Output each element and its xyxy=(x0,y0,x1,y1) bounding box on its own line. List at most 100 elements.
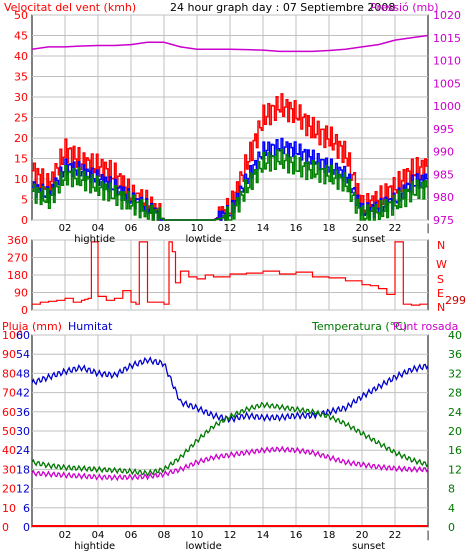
axis-layer: 02 04 06 08 10 12 14 16 18 20 22 |hightide lowtide su… xyxy=(2,9,462,552)
x-tick-label: 08 xyxy=(158,223,171,234)
rain-y-tick-label: 30 xyxy=(2,463,16,476)
wind-y-tick-label: 5 xyxy=(21,194,28,207)
x-tick-label: 12 xyxy=(224,530,237,541)
pressure-y-tick-label: 1015 xyxy=(433,32,461,45)
temperature-y-tick-label: 16 xyxy=(448,444,462,457)
pressure-y-tick-label: 980 xyxy=(433,191,454,204)
pressure-title: Pressió (mb) xyxy=(370,1,439,14)
x-tick-label: 02 xyxy=(59,223,72,234)
pressure-y-tick-label: 975 xyxy=(433,214,454,227)
wind-y-tick-label: 40 xyxy=(14,50,28,63)
x-tick-label: 10 xyxy=(191,530,204,541)
x-tick-label: 16 xyxy=(290,530,303,541)
humidity-title: Humitat xyxy=(68,320,113,333)
x-tick-label: 22 xyxy=(389,530,402,541)
x-tick-label: 20 xyxy=(356,223,369,234)
event-label-hightide: hightide xyxy=(74,234,115,245)
x-tick-label: 12 xyxy=(224,223,237,234)
wind-y-tick-label: 0 xyxy=(21,214,28,227)
wind-y-tick-label: 20 xyxy=(14,132,28,145)
rain-y-tick-label: 0 xyxy=(2,521,9,534)
humidity-y-tick-label: 36 xyxy=(16,406,30,419)
current-direction-value: 299 xyxy=(445,294,465,307)
event-label-sunset: sunset xyxy=(352,234,385,245)
x-tick-label: 14 xyxy=(257,530,270,541)
direction-y-tick-label: 0 xyxy=(21,304,28,317)
temperature-y-tick-label: 12 xyxy=(448,463,462,476)
temperature-y-tick-label: 32 xyxy=(448,367,462,380)
event-label-lowtide: lowtide xyxy=(185,541,221,552)
x-tick-label: | xyxy=(426,223,429,234)
temperature-y-tick-label: 8 xyxy=(448,483,455,496)
direction-y-tick-label: 90 xyxy=(14,287,28,300)
compass-n-top: N xyxy=(437,239,445,252)
humidity-y-tick-label: 0 xyxy=(23,521,30,534)
temperature-y-tick-label: 0 xyxy=(448,521,455,534)
compass-n-bottom: N xyxy=(437,301,445,314)
event-label-lowtide: lowtide xyxy=(185,234,221,245)
temperature-y-tick-label: 24 xyxy=(448,406,462,419)
rain-y-tick-label: 50 xyxy=(2,425,16,438)
wind-speed-line xyxy=(32,93,428,221)
dewpoint-title: Punt rosada xyxy=(393,320,458,333)
humidity-y-tick-label: 48 xyxy=(16,367,30,380)
x-tick-label: 14 xyxy=(257,223,270,234)
temperature-y-tick-label: 40 xyxy=(448,329,462,342)
x-tick-label: 02 xyxy=(59,530,72,541)
rain-y-tick-label: 60 xyxy=(2,406,16,419)
humidity-y-tick-label: 6 xyxy=(23,502,30,515)
rain-title: Pluja (mm) xyxy=(2,320,62,333)
x-tick-label: 04 xyxy=(92,530,105,541)
x-tick-label: 18 xyxy=(323,223,336,234)
temperature-y-tick-label: 20 xyxy=(448,425,462,438)
pressure-line xyxy=(31,34,429,53)
humidity-y-tick-label: 60 xyxy=(16,329,30,342)
rain-y-tick-label: 40 xyxy=(2,444,16,457)
wind-y-tick-label: 45 xyxy=(14,30,28,43)
graph-title: 24 hour graph day : 07 Septiembre 2008 xyxy=(170,1,395,14)
compass-e: E xyxy=(437,287,444,300)
rain-y-tick-label: 100 xyxy=(2,329,23,342)
wind-average-line xyxy=(32,148,428,221)
wind-y-tick-label: 25 xyxy=(14,112,28,125)
temperature-y-tick-label: 36 xyxy=(448,348,462,361)
pressure-y-tick-label: 985 xyxy=(433,168,454,181)
humidity-y-tick-label: 18 xyxy=(16,463,30,476)
x-tick-label: 06 xyxy=(125,223,138,234)
event-label-hightide: hightide xyxy=(74,541,115,552)
rain-y-tick-label: 10 xyxy=(2,502,16,515)
pressure-y-tick-label: 1000 xyxy=(433,100,461,113)
humidity-y-tick-label: 42 xyxy=(16,387,30,400)
wind-y-tick-label: 50 xyxy=(14,9,28,22)
direction-y-tick-label: 360 xyxy=(7,234,28,247)
pressure-y-tick-label: 1010 xyxy=(433,55,461,68)
rain-y-tick-label: 80 xyxy=(2,367,16,380)
x-tick-label: 08 xyxy=(158,530,171,541)
x-tick-label: 20 xyxy=(356,530,369,541)
pressure-y-tick-label: 1005 xyxy=(433,77,461,90)
x-tick-label: 04 xyxy=(92,223,105,234)
wind-y-tick-label: 10 xyxy=(14,173,28,186)
humidity-line xyxy=(31,356,429,424)
x-tick-label: 06 xyxy=(125,530,138,541)
wind-y-tick-label: 15 xyxy=(14,153,28,166)
compass-w: W xyxy=(436,258,447,271)
humidity-y-tick-label: 54 xyxy=(16,348,30,361)
pressure-y-tick-label: 995 xyxy=(433,123,454,136)
series-layer xyxy=(31,34,429,527)
wind-gust-line xyxy=(32,137,428,221)
x-tick-label: 22 xyxy=(389,223,402,234)
temperature-title: Temperatura (°C) xyxy=(311,320,407,333)
x-tick-label: | xyxy=(426,530,429,541)
wind-y-tick-label: 35 xyxy=(14,71,28,84)
humidity-y-tick-label: 12 xyxy=(16,483,30,496)
pressure-y-tick-label: 990 xyxy=(433,146,454,159)
temperature-y-tick-label: 28 xyxy=(448,387,462,400)
event-label-sunset: sunset xyxy=(352,541,385,552)
direction-y-tick-label: 180 xyxy=(7,269,28,282)
humidity-y-tick-label: 24 xyxy=(16,444,30,457)
rain-y-tick-label: 90 xyxy=(2,348,16,361)
